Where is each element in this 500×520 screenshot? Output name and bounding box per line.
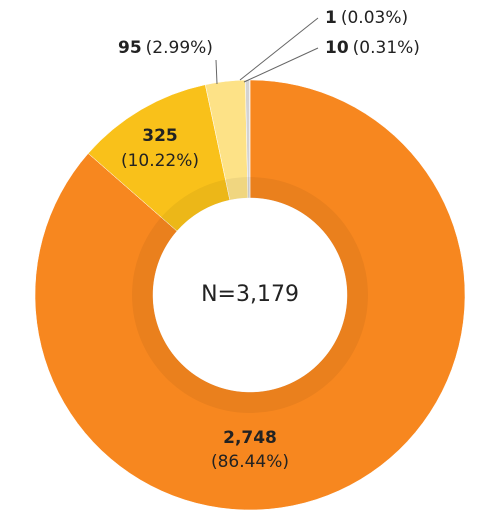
donut-hole: [153, 198, 347, 392]
labels: 2,748 (86.44%) 325 (10.22%) 95 (2.99%) 10 (0.31…: [118, 8, 420, 472]
center-label: N=3,179: [201, 282, 299, 307]
percentage-label: (10.22%): [121, 151, 199, 171]
data-label: 1 (0.03%): [325, 8, 408, 28]
value-label: 10: [325, 38, 349, 58]
leader-line: [243, 47, 319, 83]
value-label: 95: [118, 38, 142, 58]
data-label: 95 (2.99%): [118, 38, 213, 58]
value-label: 2,748: [223, 428, 277, 448]
percentage-label: (0.03%): [341, 8, 408, 28]
percentage-label: (0.31%): [353, 38, 420, 58]
leader-line: [239, 17, 319, 81]
value-label: 325: [142, 126, 178, 146]
data-label: 10 (0.31%): [325, 38, 420, 58]
slices: [34, 79, 466, 511]
percentage-label: (86.44%): [211, 452, 289, 472]
percentage-label: (2.99%): [146, 38, 213, 58]
value-label: 1: [325, 8, 337, 28]
leader-line: [215, 59, 218, 85]
